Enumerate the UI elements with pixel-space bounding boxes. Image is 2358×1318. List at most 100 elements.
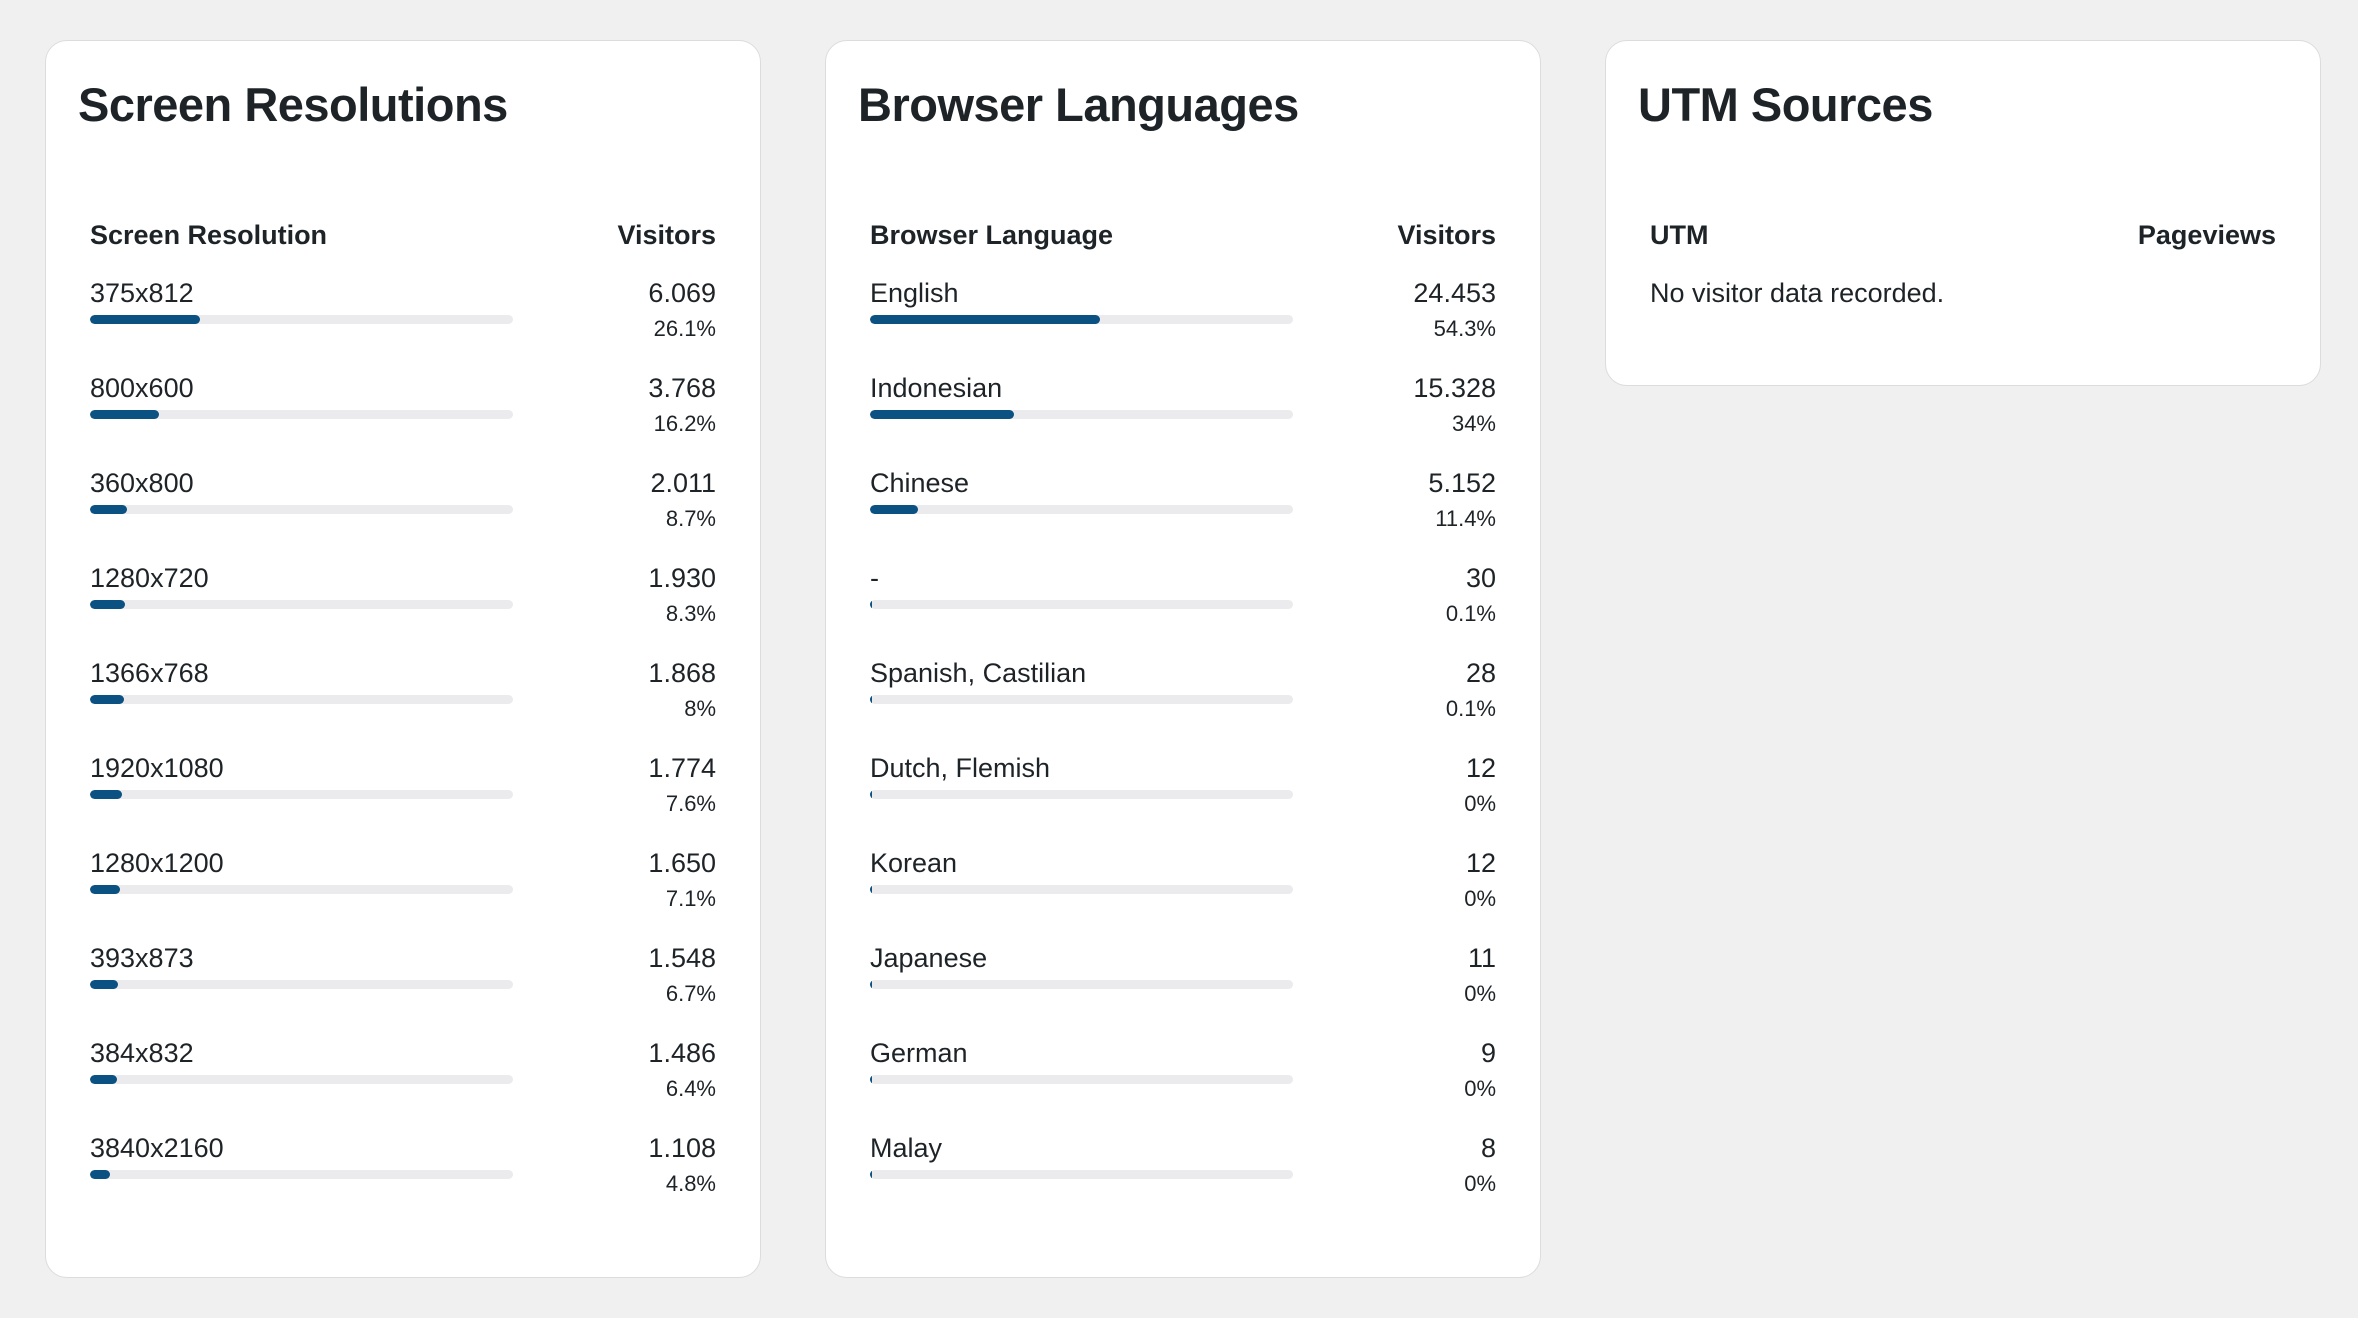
share-bar-fill bbox=[870, 980, 872, 989]
table-row: 393x873 1.548 6.7% bbox=[90, 942, 716, 1037]
table-row: Indonesian 15.328 34% bbox=[870, 372, 1496, 467]
card-title: Screen Resolutions bbox=[78, 78, 508, 131]
browser-languages-card: Browser Languages Browser Language Visit… bbox=[825, 40, 1541, 1278]
card-title: Browser Languages bbox=[858, 78, 1299, 131]
visitor-percentage: 11.4% bbox=[1435, 506, 1496, 531]
visitor-percentage: 6.7% bbox=[665, 981, 716, 1006]
share-bar-fill bbox=[870, 600, 872, 609]
column-header-visitors: Visitors bbox=[617, 220, 716, 250]
share-bar-fill bbox=[90, 695, 124, 704]
share-bar-track bbox=[90, 1075, 513, 1084]
share-bar-fill bbox=[90, 1075, 118, 1084]
table-row: 1280x1200 1.650 7.1% bbox=[90, 847, 716, 942]
visitor-percentage: 7.6% bbox=[665, 791, 716, 816]
table-row: - 30 0.1% bbox=[870, 562, 1496, 657]
visitor-percentage: 26.1% bbox=[653, 316, 716, 341]
visitor-count: 8 bbox=[1480, 1133, 1496, 1163]
row-label: German bbox=[870, 1038, 968, 1068]
visitor-count: 6.069 bbox=[648, 278, 716, 308]
visitor-percentage: 7.1% bbox=[665, 886, 716, 911]
row-label: 375x812 bbox=[90, 278, 194, 308]
share-bar-fill bbox=[870, 790, 872, 799]
screen-resolutions-card: Screen Resolutions Screen Resolution Vis… bbox=[45, 40, 761, 1278]
share-bar-fill bbox=[870, 315, 1100, 324]
share-bar-fill bbox=[90, 600, 126, 609]
share-bar-fill bbox=[90, 885, 121, 894]
row-label: 360x800 bbox=[90, 468, 194, 498]
visitor-percentage: 0% bbox=[1464, 886, 1496, 911]
visitor-percentage: 0% bbox=[1464, 791, 1496, 816]
share-bar-track bbox=[870, 980, 1293, 989]
share-bar-fill bbox=[870, 885, 872, 894]
share-bar-track bbox=[90, 695, 513, 704]
visitor-count: 12 bbox=[1465, 753, 1496, 783]
share-bar-track bbox=[90, 410, 513, 419]
visitor-percentage: 0% bbox=[1464, 1076, 1496, 1101]
column-header-pageviews: Pageviews bbox=[2137, 220, 2276, 250]
visitor-percentage: 16.2% bbox=[653, 411, 716, 436]
share-bar-track bbox=[870, 600, 1293, 609]
table-row: Spanish, Castilian 28 0.1% bbox=[870, 657, 1496, 752]
table-row: Dutch, Flemish 12 0% bbox=[870, 752, 1496, 847]
row-label: 1920x1080 bbox=[90, 753, 224, 783]
share-bar-track bbox=[90, 1170, 513, 1179]
row-label: 1366x768 bbox=[90, 658, 209, 688]
table-row: Chinese 5.152 11.4% bbox=[870, 467, 1496, 562]
share-bar-fill bbox=[870, 505, 919, 514]
share-bar-fill bbox=[90, 505, 127, 514]
card-title: UTM Sources bbox=[1638, 78, 1933, 131]
share-bar-track bbox=[870, 695, 1293, 704]
visitor-count: 5.152 bbox=[1428, 468, 1496, 498]
share-bar-fill bbox=[870, 410, 1014, 419]
row-label: Chinese bbox=[870, 468, 970, 498]
share-bar-fill bbox=[90, 1170, 111, 1179]
share-bar-fill bbox=[870, 1075, 872, 1084]
column-header-visitors: Visitors bbox=[1397, 220, 1496, 250]
visitor-percentage: 54.3% bbox=[1433, 316, 1496, 341]
visitor-percentage: 8.3% bbox=[665, 601, 716, 626]
visitor-percentage: 8% bbox=[684, 696, 716, 721]
table-row: Japanese 11 0% bbox=[870, 942, 1496, 1037]
row-label: Malay bbox=[870, 1133, 943, 1163]
share-bar-track bbox=[870, 790, 1293, 799]
table-row: 1920x1080 1.774 7.6% bbox=[90, 752, 716, 847]
table-row: German 9 0% bbox=[870, 1037, 1496, 1132]
visitor-count: 1.108 bbox=[648, 1133, 716, 1163]
visitor-percentage: 4.8% bbox=[665, 1171, 716, 1196]
share-bar-track bbox=[870, 505, 1293, 514]
row-label: 1280x1200 bbox=[90, 848, 224, 878]
share-bar-track bbox=[870, 315, 1293, 324]
visitor-count: 12 bbox=[1465, 848, 1496, 878]
visitor-percentage: 0% bbox=[1464, 1171, 1496, 1196]
table-row: 375x812 6.069 26.1% bbox=[90, 277, 716, 372]
share-bar-track bbox=[90, 980, 513, 989]
row-label: 393x873 bbox=[90, 943, 194, 973]
share-bar-fill bbox=[90, 790, 123, 799]
share-bar-track bbox=[870, 1075, 1293, 1084]
visitor-percentage: 0.1% bbox=[1445, 601, 1496, 626]
share-bar-track bbox=[90, 885, 513, 894]
row-label: - bbox=[870, 563, 879, 593]
table-row: 3840x2160 1.108 4.8% bbox=[90, 1132, 716, 1227]
table-row: 384x832 1.486 6.4% bbox=[90, 1037, 716, 1132]
table-row: 1366x768 1.868 8% bbox=[90, 657, 716, 752]
row-label: Spanish, Castilian bbox=[870, 658, 1087, 688]
table-row: 360x800 2.011 8.7% bbox=[90, 467, 716, 562]
row-label: 800x600 bbox=[90, 373, 194, 403]
visitor-count: 11 bbox=[1467, 943, 1496, 973]
visitor-count: 2.011 bbox=[650, 468, 716, 498]
visitor-percentage: 8.7% bbox=[665, 506, 716, 531]
empty-state-message: No visitor data recorded. bbox=[1650, 278, 1945, 308]
utm-sources-card: UTM Sources UTM Pageviews No visitor dat… bbox=[1605, 40, 2321, 386]
visitor-count: 24.453 bbox=[1413, 278, 1496, 308]
table-row: Malay 8 0% bbox=[870, 1132, 1496, 1227]
visitor-count: 1.930 bbox=[648, 563, 716, 593]
visitor-count: 1.548 bbox=[648, 943, 716, 973]
share-bar-fill bbox=[90, 315, 201, 324]
visitor-percentage: 34% bbox=[1451, 411, 1496, 436]
row-label: 3840x2160 bbox=[90, 1133, 224, 1163]
table-row: 800x600 3.768 16.2% bbox=[90, 372, 716, 467]
row-label: 1280x720 bbox=[90, 563, 209, 593]
table-row: 1280x720 1.930 8.3% bbox=[90, 562, 716, 657]
row-label: Indonesian bbox=[870, 373, 1003, 403]
